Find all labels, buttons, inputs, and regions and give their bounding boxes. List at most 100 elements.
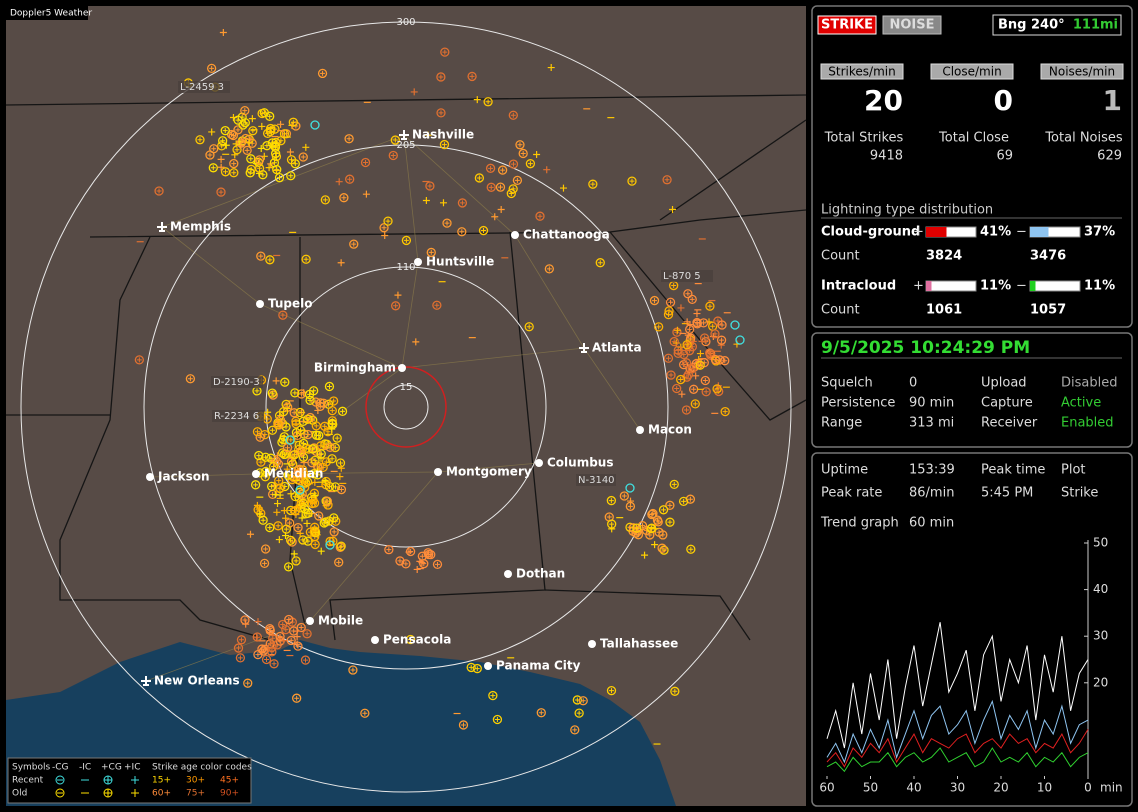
strike-symbol [270, 142, 281, 152]
sign: + [913, 225, 924, 240]
strike-symbol [537, 213, 543, 219]
strike-symbol [442, 218, 452, 228]
strike-symbol [627, 176, 637, 186]
strike-symbol [322, 423, 328, 429]
storm-label: L-2459 3 [180, 82, 224, 93]
strike-symbol [290, 550, 298, 558]
strike-symbol [363, 159, 369, 165]
strike-symbol [290, 388, 300, 398]
strike-symbol [277, 448, 288, 458]
strike-symbol [263, 454, 269, 460]
strike-symbol [381, 231, 389, 239]
strike-symbol [287, 520, 293, 526]
strike-symbol [669, 206, 677, 214]
strike-symbol [362, 190, 370, 198]
strike-symbol [285, 435, 295, 445]
strike-symbol [242, 145, 252, 156]
strike-symbol [697, 362, 703, 368]
strike-symbol [518, 148, 528, 159]
strike-symbol [314, 511, 324, 521]
strike-symbol [286, 148, 294, 156]
city-label: Memphis [170, 220, 231, 234]
type-name: Cloud-ground [821, 225, 920, 240]
strike-symbol [293, 421, 299, 427]
strike-symbol [720, 406, 730, 417]
strike-symbol [220, 125, 230, 136]
strike-symbol [307, 458, 317, 468]
strike-symbol [428, 249, 434, 255]
strike-symbol [440, 47, 450, 57]
strike-symbol [681, 498, 687, 504]
strike-symbol [271, 661, 277, 667]
strike-symbol [229, 168, 239, 178]
strike-symbol [710, 354, 721, 365]
strike-symbol [701, 320, 707, 326]
storm-label: R-2234 6 [214, 411, 259, 422]
storm-label-box [661, 270, 713, 282]
strike-symbol [466, 662, 476, 673]
strike-symbol [274, 173, 285, 183]
strike-symbol [444, 220, 450, 226]
strike-symbol [543, 166, 551, 174]
pct-label: 41% [980, 225, 1011, 240]
strike-symbol [668, 372, 674, 378]
strike-symbol [678, 377, 684, 383]
strike-symbol [258, 122, 266, 130]
stat: Peak time [981, 463, 1045, 478]
strike-symbol [338, 487, 344, 493]
strike-symbol [488, 184, 494, 190]
strike-symbol [694, 321, 700, 327]
strike-symbol [300, 482, 310, 492]
strike-symbol [379, 223, 389, 233]
strike-symbol [662, 175, 672, 185]
age-code: 90+ [220, 789, 239, 799]
strike-symbol [240, 122, 246, 128]
strike-symbol [230, 132, 236, 138]
strike-symbol [260, 172, 266, 178]
strike-symbol [491, 213, 499, 221]
strike-symbol [264, 656, 270, 662]
strike-symbol [688, 546, 694, 552]
strike-symbol [261, 654, 272, 665]
strike-symbol [256, 453, 262, 459]
strike-symbol [649, 512, 655, 518]
strike-symbol [269, 158, 280, 168]
strike-symbol [274, 476, 284, 486]
strike-symbol [348, 665, 358, 675]
rate-value: 1 [1103, 84, 1122, 117]
strike-symbol [232, 145, 242, 155]
strike-symbol [263, 469, 269, 475]
strike-symbol [442, 49, 448, 55]
strike-symbol [311, 430, 322, 440]
strike-symbol [685, 291, 691, 297]
strike-symbol [457, 198, 468, 208]
city-label: Jackson [157, 470, 210, 484]
strike-symbol [684, 331, 692, 339]
strike-symbol [608, 498, 614, 504]
strike-symbol [267, 257, 273, 263]
strike-symbol [408, 637, 414, 643]
airport-icon [141, 676, 151, 686]
strike-symbol [297, 427, 303, 433]
strike-symbol [506, 188, 516, 199]
strike-symbol [419, 553, 425, 559]
city-dot [398, 364, 406, 372]
strike-symbol [508, 159, 519, 169]
strike-symbol [635, 532, 641, 538]
strike-symbol [719, 322, 725, 328]
strike-symbol [391, 301, 401, 311]
strike-symbol [312, 457, 318, 463]
strike-symbol [438, 110, 444, 116]
strike-symbol [293, 641, 303, 651]
strike-symbol [334, 435, 340, 441]
strike-symbol [492, 714, 503, 725]
strike-symbol [714, 386, 724, 397]
close-range-ring [365, 366, 447, 448]
count-value: 3476 [1030, 249, 1066, 264]
strike-symbol [273, 508, 281, 516]
pct-bar [926, 281, 932, 291]
strike-symbol [525, 159, 536, 169]
strike-symbol [211, 146, 217, 152]
strike-symbol [383, 216, 393, 226]
